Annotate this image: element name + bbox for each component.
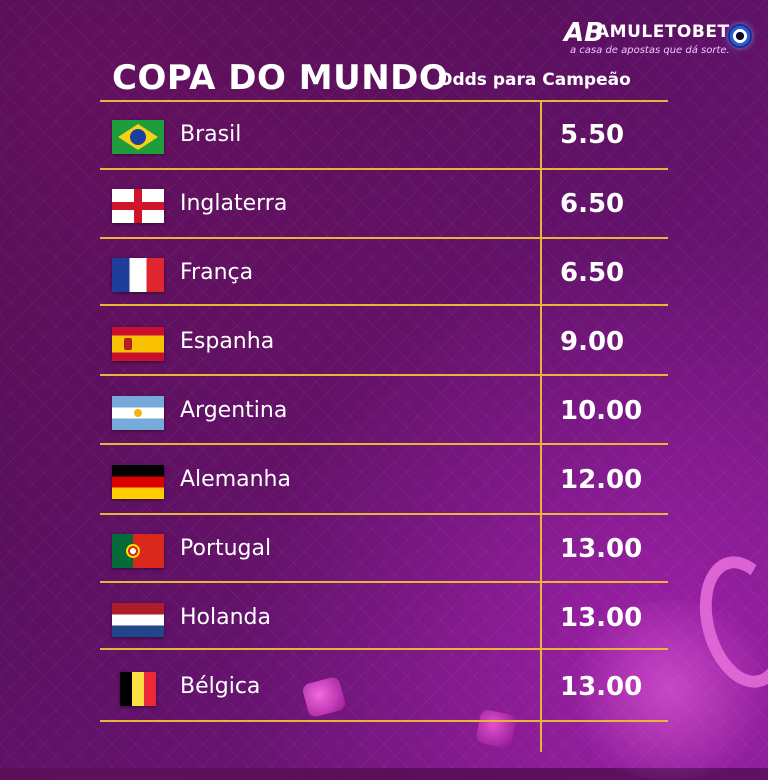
brand-tagline: a casa de apostas que dá sorte. bbox=[570, 45, 730, 56]
table-divider bbox=[100, 237, 668, 239]
background-glow bbox=[560, 600, 768, 780]
team-name: Espanha bbox=[180, 329, 275, 354]
team-name: Holanda bbox=[180, 605, 271, 630]
table-divider bbox=[100, 100, 668, 102]
team-odds: 5.50 bbox=[560, 120, 625, 150]
table-divider bbox=[100, 304, 668, 306]
argentina-flag-icon bbox=[112, 396, 164, 430]
evil-eye-icon bbox=[728, 24, 752, 48]
team-odds: 9.00 bbox=[560, 327, 625, 357]
table-row: Alemanha 12.00 bbox=[100, 447, 668, 515]
table-divider bbox=[100, 720, 668, 722]
brand-name: AMULETOBET bbox=[596, 22, 730, 42]
table-divider bbox=[100, 581, 668, 583]
team-name: França bbox=[180, 260, 254, 285]
team-name: Alemanha bbox=[180, 467, 291, 492]
team-name: Inglaterra bbox=[180, 191, 288, 216]
team-odds: 6.50 bbox=[560, 189, 625, 219]
table-divider bbox=[100, 374, 668, 376]
team-odds: 6.50 bbox=[560, 258, 625, 288]
table-row: Holanda 13.00 bbox=[100, 585, 668, 653]
brand-mark: AB bbox=[564, 18, 604, 48]
belgium-flag-icon bbox=[120, 672, 156, 706]
table-row: Bélgica 13.00 bbox=[100, 654, 668, 722]
odds-table: Brasil 5.50 Inglaterra 6.50 França 6.50 … bbox=[100, 100, 668, 752]
brand-logo[interactable]: AB AMULETOBET a casa de apostas que dá s… bbox=[560, 14, 756, 64]
france-flag-icon bbox=[112, 258, 164, 292]
brazil-flag-icon bbox=[112, 120, 164, 154]
germany-flag-icon bbox=[112, 465, 164, 499]
team-name: Argentina bbox=[180, 398, 288, 423]
team-odds: 13.00 bbox=[560, 534, 643, 564]
team-name: Bélgica bbox=[180, 674, 261, 699]
netherlands-flag-icon bbox=[112, 603, 164, 637]
table-row: Inglaterra 6.50 bbox=[100, 171, 668, 239]
team-odds: 12.00 bbox=[560, 465, 643, 495]
team-odds: 13.00 bbox=[560, 672, 643, 702]
team-name: Brasil bbox=[180, 122, 242, 147]
table-row: Argentina 10.00 bbox=[100, 378, 668, 446]
spain-flag-icon bbox=[112, 327, 164, 361]
table-row: Brasil 5.50 bbox=[100, 102, 668, 170]
table-divider bbox=[100, 513, 668, 515]
table-row: Portugal 13.00 bbox=[100, 516, 668, 584]
england-flag-icon bbox=[112, 189, 164, 223]
column-divider bbox=[540, 100, 542, 752]
team-odds: 13.00 bbox=[560, 603, 643, 633]
table-row: França 6.50 bbox=[100, 240, 668, 308]
team-name: Portugal bbox=[180, 536, 272, 561]
page-subtitle: Odds para Campeão bbox=[438, 70, 631, 90]
table-divider bbox=[100, 648, 668, 650]
team-odds: 10.00 bbox=[560, 396, 643, 426]
table-divider bbox=[100, 443, 668, 445]
table-row: Espanha 9.00 bbox=[100, 309, 668, 377]
portugal-flag-icon bbox=[112, 534, 164, 568]
table-divider bbox=[100, 168, 668, 170]
page-title: COPA DO MUNDO bbox=[112, 58, 449, 98]
